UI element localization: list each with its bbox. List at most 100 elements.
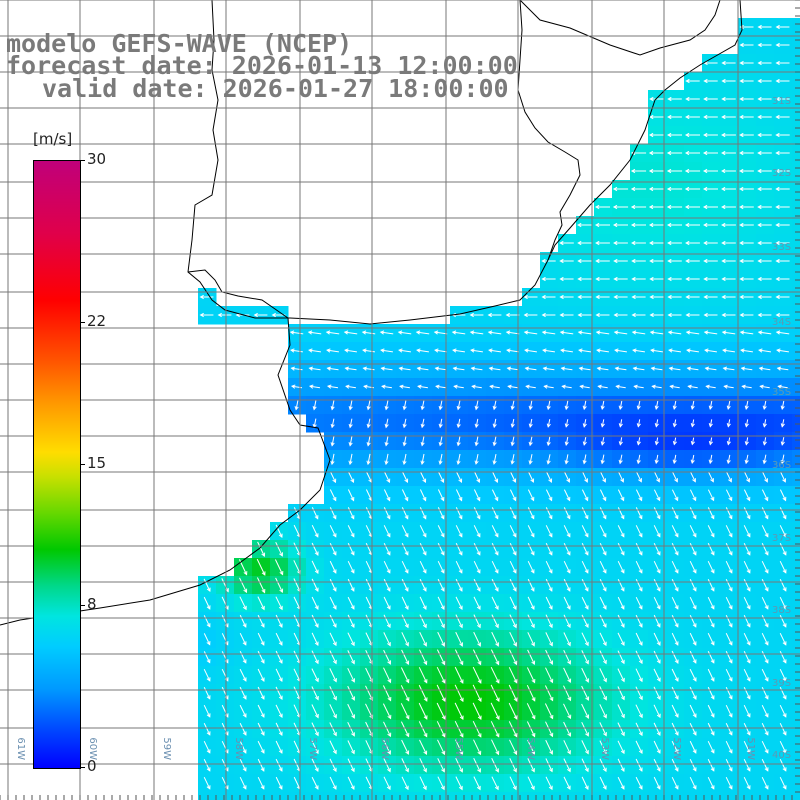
- wind-arrow: [542, 366, 555, 371]
- wind-arrow: [726, 419, 731, 428]
- wind-arrow: [509, 649, 518, 666]
- wind-arrow: [348, 436, 353, 447]
- wind-arrow: [203, 633, 211, 646]
- wind-arrow: [347, 507, 355, 520]
- wind-arrow: [510, 400, 515, 411]
- wind-arrow: [739, 312, 754, 318]
- wind-arrow: [743, 525, 751, 538]
- wind-arrow: [473, 542, 481, 556]
- wind-arrow: [344, 348, 357, 353]
- wind-arrow: [490, 684, 500, 703]
- wind-arrow: [775, 132, 790, 138]
- wind-arrow: [684, 204, 700, 210]
- wind-arrow: [599, 489, 607, 502]
- wind-arrow: [401, 525, 409, 538]
- colorbar-label: 0: [87, 757, 97, 775]
- wind-arrow: [671, 560, 679, 574]
- wind-arrow: [614, 366, 627, 371]
- wind-arrow: [545, 578, 553, 592]
- wind-arrow: [438, 400, 443, 411]
- wind-arrow: [401, 578, 409, 592]
- wind-arrow: [779, 489, 787, 502]
- wind-arrow: [671, 542, 679, 556]
- wind-arrow: [347, 632, 355, 647]
- wind-arrow: [492, 436, 497, 447]
- wind-arrow: [347, 596, 355, 610]
- wind-arrow: [743, 596, 751, 610]
- wind-arrow: [420, 471, 427, 484]
- wind-arrow: [509, 776, 517, 791]
- wind-arrow: [613, 240, 628, 246]
- wind-arrow: [510, 454, 515, 465]
- wind-arrow: [725, 507, 733, 520]
- wind-arrow: [384, 418, 389, 429]
- wind-arrow: [239, 740, 247, 754]
- wind-arrow: [545, 721, 554, 738]
- wind-arrow: [740, 348, 753, 353]
- wind-arrow: [762, 454, 767, 465]
- wind-arrow: [275, 758, 283, 772]
- coast-brazil-east: [547, 0, 743, 261]
- wind-arrow: [347, 721, 355, 737]
- wind-cell: [270, 792, 289, 800]
- wind-cell: [342, 792, 361, 800]
- wind-arrow: [666, 204, 683, 210]
- wind-arrow: [761, 525, 769, 538]
- wind-arrow: [721, 78, 736, 84]
- wind-arrow: [527, 739, 536, 755]
- wind-arrow: [437, 578, 445, 592]
- wind-arrow: [757, 258, 772, 264]
- wind-arrow: [671, 632, 679, 646]
- wind-arrow: [690, 419, 695, 428]
- colorbar-tick: [80, 463, 85, 465]
- wind-arrow: [595, 312, 610, 318]
- wind-arrow: [239, 704, 247, 718]
- wind-arrow: [653, 489, 661, 502]
- wind-arrow: [527, 614, 535, 629]
- wind-arrow: [541, 258, 556, 264]
- wind-arrow: [725, 614, 733, 628]
- wind-arrow: [721, 330, 736, 335]
- wind-arrow: [311, 650, 319, 665]
- wind-arrow: [563, 758, 571, 773]
- wind-arrow: [779, 740, 787, 754]
- wind-arrow: [289, 330, 304, 335]
- wind-arrow: [671, 650, 679, 664]
- wind-arrow: [667, 294, 682, 300]
- wind-arrow: [667, 258, 682, 264]
- wind-arrow: [329, 525, 337, 538]
- wind-arrow: [667, 114, 682, 120]
- wind-arrow: [631, 330, 646, 335]
- wind-arrow: [311, 686, 319, 701]
- wind-arrow: [239, 686, 247, 700]
- wind-arrow: [649, 330, 664, 335]
- wind-cell: [306, 792, 325, 800]
- wind-arrow: [275, 650, 283, 664]
- wind-arrow: [437, 489, 445, 502]
- wind-arrow: [203, 758, 211, 772]
- wind-arrow: [329, 596, 337, 610]
- wind-cell: [792, 594, 800, 613]
- wind-arrow: [743, 668, 751, 682]
- wind-cell: [792, 324, 800, 343]
- wind-arrow: [559, 276, 574, 282]
- wind-cell: [792, 180, 800, 199]
- wind-arrow: [707, 758, 715, 772]
- wind-arrow: [744, 400, 749, 411]
- wind-arrow: [509, 614, 517, 629]
- wind-arrow: [473, 525, 481, 538]
- wind-arrow: [595, 240, 610, 246]
- wind-arrow: [721, 312, 736, 318]
- wind-arrow: [256, 577, 266, 594]
- wind-arrow: [329, 722, 337, 737]
- wind-arrow: [618, 454, 623, 465]
- wind-arrow: [492, 454, 497, 465]
- wind-cell: [792, 558, 800, 577]
- wind-arrow: [775, 330, 790, 335]
- wind-arrow: [545, 614, 553, 629]
- wind-arrow: [577, 276, 592, 282]
- longitude-label: 57W: [307, 737, 318, 760]
- wind-arrow: [632, 366, 645, 371]
- wind-arrow: [239, 722, 247, 736]
- wind-arrow: [743, 758, 751, 772]
